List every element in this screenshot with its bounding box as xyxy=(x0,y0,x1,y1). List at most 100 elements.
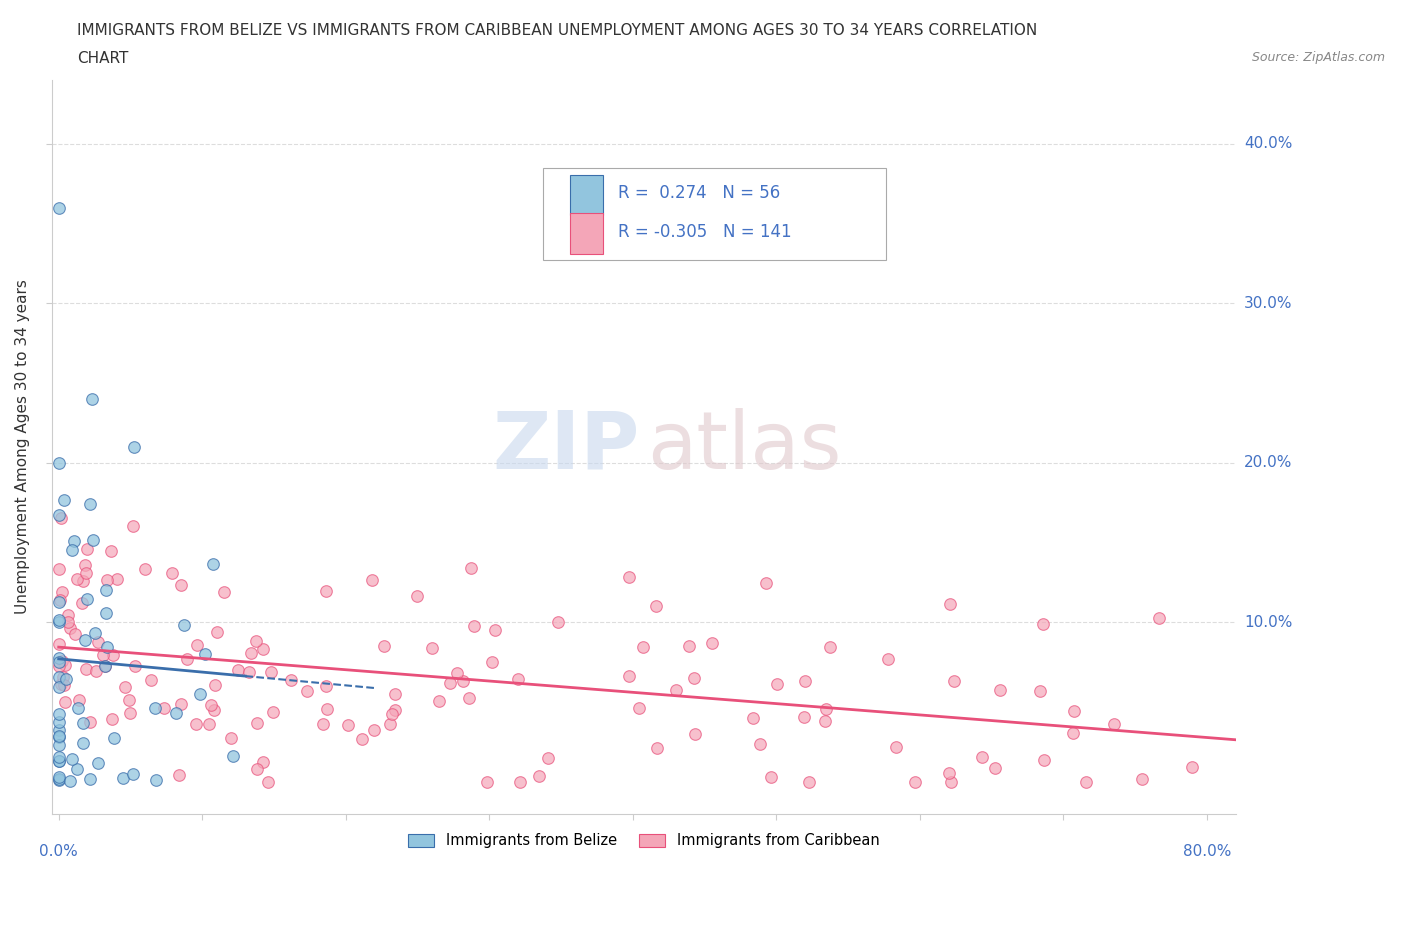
Point xyxy=(101,711,124,726)
Point xyxy=(170,697,193,711)
Point xyxy=(48,658,70,673)
Point xyxy=(765,676,787,691)
Point xyxy=(53,658,76,672)
Point xyxy=(73,558,96,573)
Point xyxy=(94,658,117,673)
Point xyxy=(818,639,841,654)
Point xyxy=(75,661,97,676)
Point xyxy=(221,749,243,764)
Point xyxy=(984,760,1007,775)
Point xyxy=(384,686,406,701)
Point xyxy=(139,673,162,688)
Point xyxy=(245,633,267,648)
Point xyxy=(814,714,837,729)
Point xyxy=(87,634,110,649)
Point xyxy=(315,584,337,599)
Point xyxy=(48,769,70,784)
Point xyxy=(73,632,96,647)
Point xyxy=(884,739,907,754)
Point xyxy=(1074,775,1097,790)
Point xyxy=(315,679,337,694)
Point xyxy=(48,750,70,764)
Point xyxy=(60,751,83,766)
Point xyxy=(120,706,142,721)
Point xyxy=(361,573,384,588)
Point xyxy=(170,578,193,592)
Text: atlas: atlas xyxy=(647,408,842,485)
Point xyxy=(94,583,117,598)
Point xyxy=(427,694,450,709)
Point xyxy=(537,751,560,765)
Point xyxy=(350,732,373,747)
Point xyxy=(48,771,70,786)
Text: 10.0%: 10.0% xyxy=(1244,615,1292,630)
Point xyxy=(312,717,335,732)
Point xyxy=(453,673,475,688)
Point xyxy=(484,622,506,637)
Point xyxy=(48,637,70,652)
Point xyxy=(100,543,122,558)
Point xyxy=(66,761,89,776)
Point xyxy=(475,775,498,790)
Point xyxy=(1032,617,1054,631)
FancyBboxPatch shape xyxy=(543,168,886,259)
Point xyxy=(509,775,531,790)
Point xyxy=(295,684,318,698)
Point xyxy=(114,679,136,694)
Point xyxy=(420,641,443,656)
Point xyxy=(246,715,269,730)
Point xyxy=(188,686,211,701)
Legend: Immigrants from Belize, Immigrants from Caribbean: Immigrants from Belize, Immigrants from … xyxy=(402,828,886,854)
Point xyxy=(755,576,778,591)
Point xyxy=(938,765,960,780)
Point xyxy=(48,715,70,730)
Point xyxy=(198,716,221,731)
Point xyxy=(759,770,782,785)
Point xyxy=(221,731,243,746)
Point xyxy=(280,672,302,687)
Point xyxy=(59,620,82,635)
Point xyxy=(184,716,207,731)
Point xyxy=(51,585,73,600)
Point xyxy=(1063,704,1085,719)
Point xyxy=(1102,716,1125,731)
Point xyxy=(79,497,101,512)
Point xyxy=(683,727,706,742)
Point xyxy=(165,706,187,721)
Point xyxy=(117,693,139,708)
Point xyxy=(48,754,70,769)
Point xyxy=(122,440,145,455)
Text: 30.0%: 30.0% xyxy=(1244,296,1292,311)
Point xyxy=(527,769,550,784)
Point xyxy=(48,754,70,769)
Point xyxy=(145,772,167,787)
Point xyxy=(48,655,70,670)
Point xyxy=(87,756,110,771)
Point xyxy=(239,645,262,660)
Y-axis label: Unemployment Among Ages 30 to 34 years: Unemployment Among Ages 30 to 34 years xyxy=(15,279,30,615)
Point xyxy=(96,572,118,587)
Point xyxy=(134,562,156,577)
Point xyxy=(633,640,655,655)
Point xyxy=(48,456,70,471)
Point xyxy=(972,750,994,764)
Point xyxy=(48,651,70,666)
Point xyxy=(105,572,128,587)
Point xyxy=(145,700,167,715)
Point xyxy=(94,658,117,673)
Point xyxy=(48,200,70,215)
Point xyxy=(1147,611,1170,626)
Point xyxy=(1130,772,1153,787)
Point xyxy=(201,556,224,571)
Point xyxy=(48,670,70,684)
Point xyxy=(904,775,927,790)
Point xyxy=(103,647,125,662)
Point xyxy=(252,755,274,770)
Point xyxy=(378,717,401,732)
Point xyxy=(48,615,70,630)
Point xyxy=(48,773,70,788)
Point xyxy=(246,762,269,777)
Point xyxy=(167,767,190,782)
Point xyxy=(82,533,104,548)
Point xyxy=(51,654,73,669)
